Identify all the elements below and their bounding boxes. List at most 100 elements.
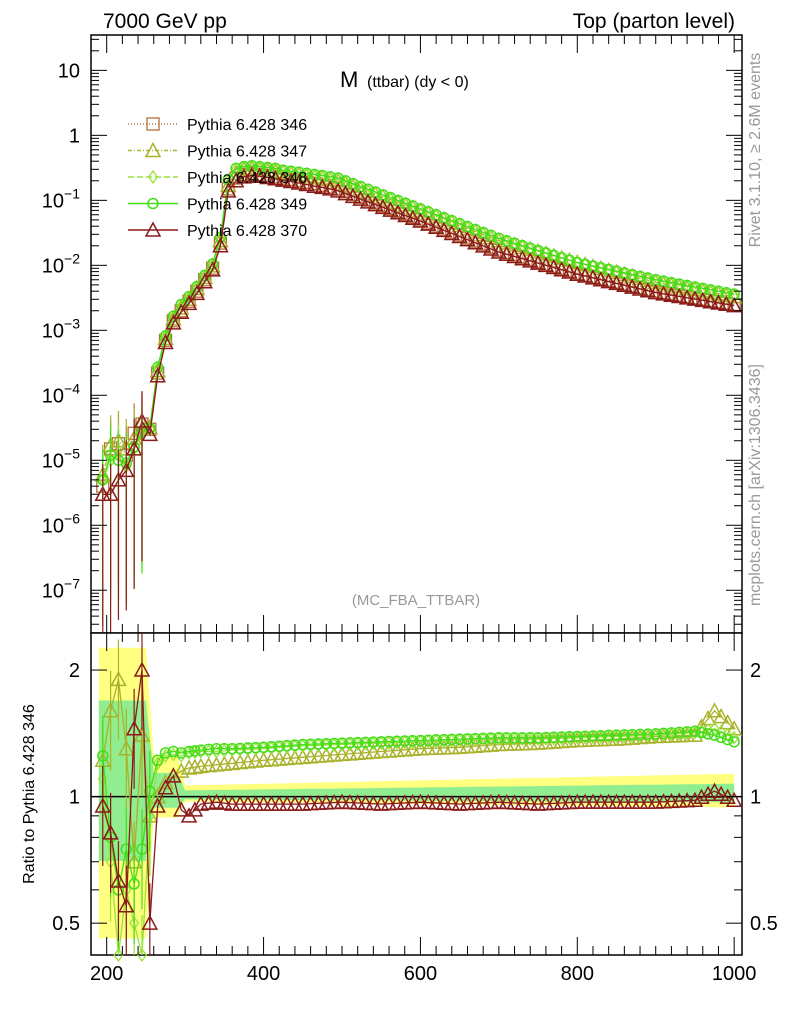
ratio-point <box>218 742 231 755</box>
data-point <box>382 201 399 217</box>
ratio-point <box>420 793 437 810</box>
ratio-point <box>344 737 356 749</box>
legend-label-1: Pythia 6.428 347 <box>187 144 307 161</box>
ratio-point <box>286 749 304 765</box>
ratio-point <box>208 793 225 809</box>
ratio-y-axis-label: Ratio to Pythia 6.428 346 <box>21 704 38 884</box>
ratio-point <box>477 732 489 745</box>
ratio-point <box>226 742 238 755</box>
ratio-y-tick-labels: 0.5 0.5 1 1 2 2 <box>52 660 778 935</box>
ratio-point <box>493 732 505 744</box>
data-point <box>459 231 476 247</box>
ratio-point <box>367 736 380 748</box>
ratio-point <box>555 731 568 743</box>
ratio-point <box>422 734 435 746</box>
ratio-point <box>702 728 714 740</box>
ratio-point <box>159 747 172 759</box>
data-point <box>274 171 292 187</box>
y-tick-label: 10 <box>58 60 80 82</box>
ratio-point <box>521 734 539 751</box>
ratio-point <box>665 727 678 739</box>
y-tick-label: 10−7 <box>42 575 80 602</box>
ratio-point <box>532 732 544 744</box>
data-point <box>321 180 339 196</box>
data-point <box>412 212 429 228</box>
data-point <box>506 247 523 264</box>
ratio-point <box>712 785 730 801</box>
ratio-point <box>202 743 215 756</box>
chart-title-sub: (ttbar) (dy < 0) <box>367 74 469 91</box>
ratio-point <box>412 793 429 809</box>
ratio-point <box>404 793 421 810</box>
ratio-point <box>167 745 180 758</box>
data-point <box>592 271 610 287</box>
ratio-point <box>490 793 508 809</box>
ratio-point <box>703 722 714 738</box>
ratio-point <box>482 736 500 752</box>
data-point <box>600 272 617 289</box>
ratio-point <box>383 735 395 748</box>
legend-label-3: Pythia 6.428 349 <box>187 197 307 214</box>
ratio-point <box>210 742 223 755</box>
ratio-point <box>186 758 204 774</box>
data-point <box>359 193 377 209</box>
ratio-point <box>404 740 421 757</box>
data-point <box>514 250 531 266</box>
data-point <box>314 178 331 195</box>
ratio-point <box>312 738 325 750</box>
ratio-point <box>482 793 500 810</box>
data-point <box>451 227 468 244</box>
ratio-point <box>563 730 576 743</box>
data-point <box>344 187 362 204</box>
data-point <box>576 267 594 283</box>
ratio-point <box>175 747 187 759</box>
y-tick-label: 10−6 <box>42 510 80 537</box>
data-point <box>474 237 492 253</box>
ratio-point <box>336 737 348 749</box>
data-point <box>367 195 384 212</box>
ratio-point <box>438 733 450 746</box>
legend-marker-1 <box>144 141 162 158</box>
data-point <box>404 209 422 226</box>
legend-marker-2 <box>148 169 158 185</box>
main-frame <box>90 34 743 634</box>
data-point <box>427 218 445 235</box>
main-panel: 10−7 10−6 10−5 10−4 10−3 10−2 10−1 1 10 M (ttbar… <box>42 34 743 634</box>
data-point <box>251 167 268 183</box>
ratio-y-tick-label: 2 <box>69 660 80 682</box>
ratio-y-tick-label: 1 <box>750 787 761 809</box>
data-point <box>678 289 696 305</box>
main-ticks <box>91 35 742 633</box>
ratio-point <box>183 745 195 758</box>
watermark: (MC_FBA_TTBAR) <box>352 592 480 609</box>
data-point <box>253 160 266 173</box>
ratio-point <box>587 730 599 742</box>
data-point <box>537 256 555 273</box>
ratio-point <box>257 741 270 754</box>
ratio-point <box>657 727 670 740</box>
ratio-point <box>398 735 411 747</box>
ratio-point <box>712 708 730 724</box>
y-tick-label: 10−5 <box>42 445 80 472</box>
ratio-point <box>391 735 403 748</box>
ratio-point <box>708 729 721 741</box>
legend-marker-3 <box>147 197 159 210</box>
ratio-point <box>639 793 657 809</box>
ratio-point <box>725 791 743 808</box>
data-point <box>188 284 206 301</box>
data-point <box>196 273 213 289</box>
ratio-point <box>359 736 372 749</box>
ratio-point <box>351 736 364 749</box>
data-point <box>561 263 578 279</box>
ratio-point <box>234 742 246 755</box>
ratio-point <box>430 734 442 746</box>
data-point <box>389 204 407 220</box>
ratio-point <box>508 732 521 744</box>
header-left: 7000 GeV pp <box>103 10 227 33</box>
x-tick-label: 600 <box>404 963 437 985</box>
ratio-point <box>149 797 166 813</box>
ratio-point <box>602 729 615 742</box>
ratio-point <box>600 793 617 809</box>
ratio-point <box>699 785 717 801</box>
